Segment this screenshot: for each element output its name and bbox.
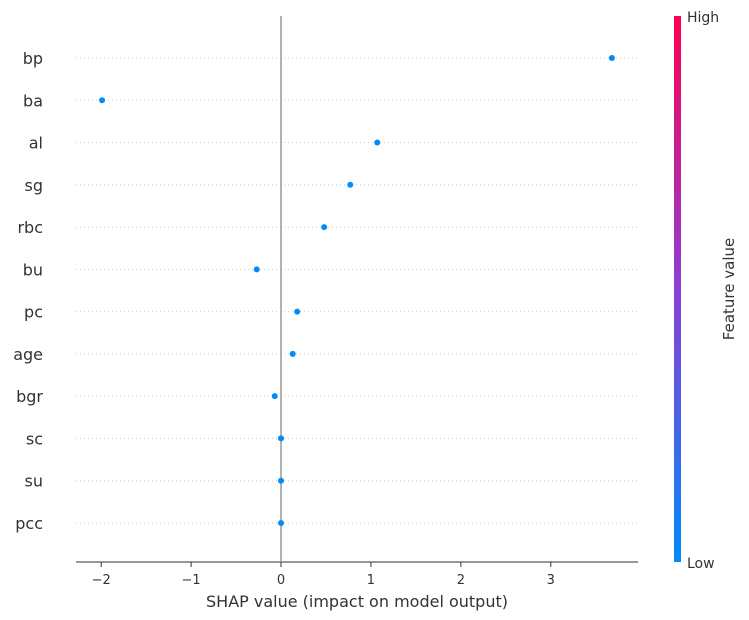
x-axis-ticks: −2 −1 0 1 2 3 [92,562,555,588]
colorbar [674,16,681,562]
data-points [99,55,615,526]
x-tick-label: 3 [547,573,555,588]
feature-label-sg: sg [25,176,44,195]
feature-labels: bp ba al sg rbc bu pc age bgr sc su pcc [13,49,43,533]
feature-label-pcc: pcc [15,514,43,533]
colorbar-title: Feature value [720,238,738,340]
x-tick-label: 1 [367,573,375,588]
point-al [374,139,381,146]
feature-label-al: al [29,134,43,153]
feature-label-su: su [25,472,43,491]
x-tick-label: 0 [277,573,285,588]
point-ba [99,97,106,104]
feature-label-ba: ba [23,91,43,110]
point-bu [253,266,260,273]
feature-label-bp: bp [23,49,43,68]
feature-label-age: age [13,345,43,364]
point-age [289,350,296,357]
x-tick-label: 2 [457,573,465,588]
point-sg [347,181,354,188]
point-rbc [321,224,328,231]
point-bgr [271,393,278,400]
point-bp [608,55,615,61]
point-sc [278,435,285,442]
x-tick-label: −1 [182,573,201,588]
feature-label-sc: sc [26,429,43,448]
point-su [278,477,285,484]
colorbar-low-label: Low [687,556,715,572]
feature-label-bgr: bgr [16,387,43,406]
feature-label-bu: bu [23,260,43,279]
point-pc [294,308,301,315]
feature-label-pc: pc [24,303,43,322]
plot-area [76,57,638,524]
feature-label-rbc: rbc [17,218,43,237]
x-tick-label: −2 [92,573,111,588]
point-pcc [278,519,285,526]
x-axis-label: SHAP value (impact on model output) [206,592,508,611]
colorbar-high-label: High [687,10,719,26]
